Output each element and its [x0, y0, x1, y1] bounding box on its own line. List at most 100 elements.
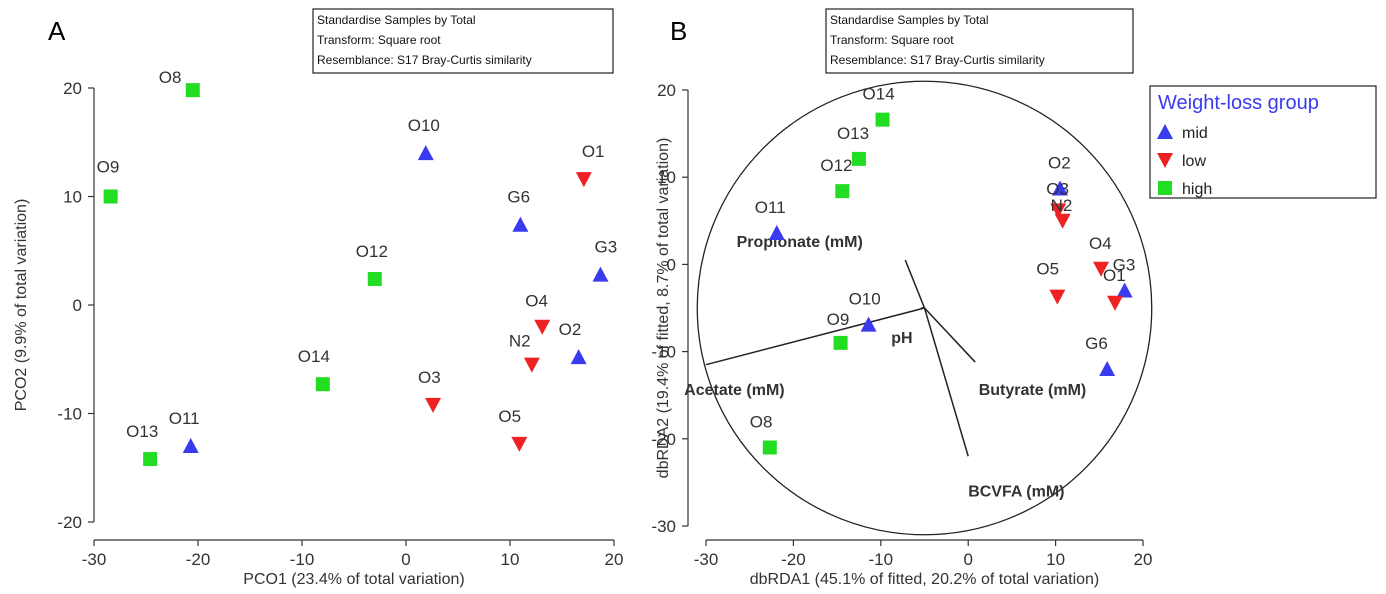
point-label: O4 [1089, 234, 1112, 253]
vector-line [923, 307, 969, 457]
correlation-circle [696, 80, 1153, 536]
y-tick-label: 10 [63, 188, 82, 207]
point-label: G6 [1085, 334, 1108, 353]
vector-line [705, 307, 925, 366]
legend-label: high [1182, 181, 1212, 198]
panel-letter: A [48, 16, 66, 46]
y-tick-label: -20 [57, 513, 82, 532]
point-marker-low [1049, 289, 1066, 305]
point-marker-low [1107, 295, 1124, 311]
point-label: O13 [837, 124, 869, 143]
y-tick-label: 20 [63, 79, 82, 98]
vector-line [904, 259, 926, 309]
vector-label: BCVFA (mM) [968, 483, 1064, 500]
y-tick-label: 0 [73, 296, 82, 315]
legend-marker-high [1158, 181, 1172, 195]
point-marker-high [315, 377, 330, 392]
point-marker-low [1050, 203, 1067, 219]
annotation-box [825, 8, 1134, 74]
x-tick-label: -30 [82, 550, 107, 569]
point-marker-high [875, 112, 890, 127]
panel-a: A Standardise Samples by Total Transform: … [13, 8, 623, 588]
y-tick-label: -30 [651, 517, 676, 536]
point-marker-mid [1116, 282, 1133, 298]
y-tick-label: 0 [667, 255, 676, 274]
point-label: O9 [827, 310, 850, 329]
x-tick-label: 10 [1046, 550, 1065, 569]
legend-marker-low [1157, 153, 1173, 168]
legend-title: Weight-loss group [1158, 92, 1319, 114]
point-label: O5 [1036, 260, 1059, 279]
point-label: O11 [169, 409, 200, 428]
x-tick-label: -10 [290, 550, 315, 569]
legend-box [1149, 85, 1377, 199]
point-label: G6 [507, 188, 530, 207]
y-tick-label: 10 [657, 168, 676, 187]
point-label: O13 [126, 422, 158, 441]
point-marker-low [575, 172, 592, 188]
point-marker-high [143, 452, 158, 467]
y-tick-label: -10 [651, 343, 676, 362]
point-label: O3 [1046, 179, 1069, 198]
point-label: N2 [1051, 196, 1073, 215]
point-marker-low [1093, 261, 1110, 277]
point-marker-low [511, 436, 528, 452]
vector-label: Propionate (mM) [737, 234, 863, 251]
annotation-line: Transform: Square root [317, 33, 441, 47]
point-marker-high [762, 440, 777, 455]
y-axis-title: PCO2 (9.9% of total variation) [13, 199, 30, 412]
point-label: O14 [863, 85, 895, 104]
annotation-line: Resemblance: S17 Bray-Curtis similarity [830, 53, 1045, 67]
y-tick-label: -20 [651, 430, 676, 449]
point-marker-low [425, 397, 442, 413]
point-marker-mid [417, 145, 434, 161]
point-label: N2 [509, 332, 531, 351]
point-marker-high [103, 189, 118, 204]
point-marker-mid [860, 316, 877, 332]
point-label: O12 [820, 156, 852, 175]
legend-label: mid [1182, 125, 1208, 142]
y-tick-label: 20 [657, 81, 676, 100]
vector-line [923, 307, 976, 363]
point-marker-low [534, 319, 551, 335]
point-label: O8 [750, 413, 773, 432]
annotation-line: Resemblance: S17 Bray-Curtis similarity [317, 53, 532, 67]
annotation-box [312, 8, 614, 74]
point-label: O3 [418, 368, 441, 387]
x-tick-label: 0 [963, 550, 972, 569]
legend-label: low [1182, 153, 1206, 170]
x-tick-label: -10 [869, 550, 894, 569]
point-label: O12 [356, 242, 388, 261]
vector-label: Butyrate (mM) [979, 382, 1087, 399]
legend-marker-mid [1157, 124, 1173, 139]
panel-letter: B [670, 16, 687, 46]
point-label: G3 [594, 238, 617, 257]
vector-label: pH [891, 330, 912, 347]
point-label: O1 [1103, 266, 1126, 285]
point-label: O2 [559, 320, 582, 339]
point-marker-mid [182, 438, 199, 454]
point-marker-mid [592, 266, 609, 282]
point-label: O14 [298, 347, 330, 366]
point-marker-high [851, 151, 866, 166]
point-label: O9 [97, 158, 120, 177]
point-label: O4 [525, 292, 548, 311]
point-label: O5 [498, 407, 521, 426]
y-tick-label: -10 [57, 405, 82, 424]
point-marker-mid [1099, 361, 1116, 377]
point-marker-mid [768, 225, 785, 241]
annotation-line: Standardise Samples by Total [830, 13, 989, 27]
point-label: G3 [1113, 256, 1136, 275]
annotation-line: Standardise Samples by Total [317, 13, 476, 27]
x-tick-label: 0 [401, 550, 410, 569]
y-axis-title: dbRDA2 (19.4% of fitted, 8.7% of total v… [655, 138, 672, 479]
x-tick-label: -20 [781, 550, 806, 569]
point-label: O1 [582, 142, 605, 161]
point-label: O2 [1048, 154, 1071, 173]
legend: Weight-loss group mid low high [1149, 85, 1377, 199]
point-marker-low [1054, 213, 1071, 229]
x-tick-label: -30 [694, 550, 719, 569]
x-axis-title: PCO1 (23.4% of total variation) [243, 571, 464, 588]
x-tick-label: -20 [186, 550, 211, 569]
